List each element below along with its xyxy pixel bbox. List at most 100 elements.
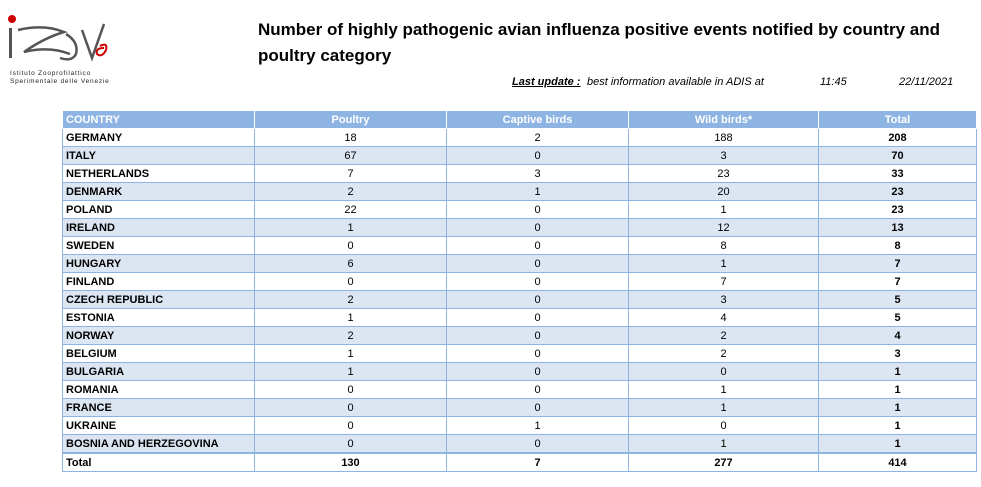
table-row: UKRAINE 0 1 0 1 — [62, 416, 977, 435]
cell-total: 1 — [818, 380, 977, 399]
cell-poultry: 0 — [254, 416, 447, 435]
cell-total: 23 — [818, 200, 977, 219]
cell-wild-birds: 23 — [628, 164, 819, 183]
cell-poultry: 6 — [254, 254, 447, 273]
table-row: ESTONIA 1 0 4 5 — [62, 308, 977, 327]
cell-total: 1 — [818, 362, 977, 381]
cell-total: 23 — [818, 182, 977, 201]
cell-poultry: 0 — [254, 272, 447, 291]
cell-country: NETHERLANDS — [62, 164, 255, 183]
cell-captive-birds: 0 — [446, 380, 629, 399]
cell-country: NORWAY — [62, 326, 255, 345]
cell-wild-birds: 8 — [628, 236, 819, 255]
cell-total: 5 — [818, 308, 977, 327]
cell-total: 4 — [818, 326, 977, 345]
table-row: FINLAND 0 0 7 7 — [62, 272, 977, 291]
cell-poultry: 2 — [254, 290, 447, 309]
total-poultry: 130 — [254, 452, 447, 472]
cell-country: BULGARIA — [62, 362, 255, 381]
cell-captive-birds: 0 — [446, 326, 629, 345]
cell-total: 208 — [818, 128, 977, 147]
cell-captive-birds: 0 — [446, 398, 629, 417]
cell-captive-birds: 2 — [446, 128, 629, 147]
last-update-date: 22/11/2021 — [899, 76, 954, 88]
logo-text-line2: Sperimentale delle Venezie — [10, 78, 110, 85]
cell-country: CZECH REPUBLIC — [62, 290, 255, 309]
cell-country: BELGIUM — [62, 344, 255, 363]
cell-wild-birds: 0 — [628, 416, 819, 435]
cell-poultry: 2 — [254, 182, 447, 201]
cell-country: SWEDEN — [62, 236, 255, 255]
cell-captive-birds: 0 — [446, 146, 629, 165]
total-total: 414 — [818, 452, 977, 472]
cell-wild-birds: 7 — [628, 272, 819, 291]
cell-country: ITALY — [62, 146, 255, 165]
cell-poultry: 67 — [254, 146, 447, 165]
cell-country: FINLAND — [62, 272, 255, 291]
total-wild-birds: 277 — [628, 452, 819, 472]
cell-poultry: 1 — [254, 308, 447, 327]
table-row: ITALY 67 0 3 70 — [62, 146, 977, 165]
cell-total: 7 — [818, 272, 977, 291]
cell-wild-birds: 1 — [628, 200, 819, 219]
cell-poultry: 1 — [254, 344, 447, 363]
page-title: Number of highly pathogenic avian influe… — [258, 20, 940, 65]
table-row: CZECH REPUBLIC 2 0 3 5 — [62, 290, 977, 309]
izsve-logo-mark — [8, 15, 108, 62]
cell-country: IRELAND — [62, 218, 255, 237]
cell-captive-birds: 0 — [446, 308, 629, 327]
table-row: BELGIUM 1 0 2 3 — [62, 344, 977, 363]
header-poultry: Poultry — [254, 110, 447, 129]
cell-poultry: 1 — [254, 218, 447, 237]
table-body: GERMANY 18 2 188 208 ITALY 67 0 3 70 NETHERLANDS… — [62, 128, 977, 472]
total-captive-birds: 7 — [446, 452, 629, 472]
cell-total: 5 — [818, 290, 977, 309]
cell-captive-birds: 1 — [446, 182, 629, 201]
header-total: Total — [818, 110, 977, 129]
cell-poultry: 7 — [254, 164, 447, 183]
cell-country: DENMARK — [62, 182, 255, 201]
header-country: COUNTRY — [62, 110, 255, 129]
cell-captive-birds: 1 — [446, 416, 629, 435]
cell-captive-birds: 0 — [446, 344, 629, 363]
last-update-label: Last update : — [512, 76, 581, 88]
cell-total: 8 — [818, 236, 977, 255]
cell-poultry: 0 — [254, 380, 447, 399]
cell-poultry: 1 — [254, 362, 447, 381]
cell-captive-birds: 0 — [446, 434, 629, 454]
cell-total: 1 — [818, 416, 977, 435]
cell-total: 70 — [818, 146, 977, 165]
cell-poultry: 2 — [254, 326, 447, 345]
hpai-events-table: COUNTRY Poultry Captive birds Wild birds… — [62, 110, 977, 472]
cell-poultry: 22 — [254, 200, 447, 219]
cell-total: 13 — [818, 218, 977, 237]
cell-country: HUNGARY — [62, 254, 255, 273]
table-row: BOSNIA AND HERZEGOVINA 0 0 1 1 — [62, 434, 977, 454]
cell-wild-birds: 1 — [628, 380, 819, 399]
cell-country: ESTONIA — [62, 308, 255, 327]
table-row: GERMANY 18 2 188 208 — [62, 128, 977, 147]
cell-captive-birds: 0 — [446, 200, 629, 219]
cell-poultry: 0 — [254, 434, 447, 454]
cell-wild-birds: 4 — [628, 308, 819, 327]
cell-captive-birds: 0 — [446, 290, 629, 309]
cell-captive-birds: 0 — [446, 236, 629, 255]
last-update-description: best information available in ADIS at — [587, 76, 764, 88]
table-row: SWEDEN 0 0 8 8 — [62, 236, 977, 255]
cell-country: UKRAINE — [62, 416, 255, 435]
izsve-logo: Istituto Zooprofilattico Sperimentale de… — [4, 12, 116, 88]
cell-captive-birds: 3 — [446, 164, 629, 183]
table-row: BULGARIA 1 0 0 1 — [62, 362, 977, 381]
cell-captive-birds: 0 — [446, 254, 629, 273]
cell-total: 3 — [818, 344, 977, 363]
cell-total: 1 — [818, 434, 977, 454]
cell-wild-birds: 20 — [628, 182, 819, 201]
table-total-row: Total 130 7 277 414 — [62, 452, 977, 472]
cell-country: ROMANIA — [62, 380, 255, 399]
header-captive-birds: Captive birds — [446, 110, 629, 129]
cell-wild-birds: 1 — [628, 254, 819, 273]
header-wild-birds: Wild birds* — [628, 110, 819, 129]
cell-total: 1 — [818, 398, 977, 417]
table-header-row: COUNTRY Poultry Captive birds Wild birds… — [62, 110, 977, 129]
cell-wild-birds: 2 — [628, 344, 819, 363]
